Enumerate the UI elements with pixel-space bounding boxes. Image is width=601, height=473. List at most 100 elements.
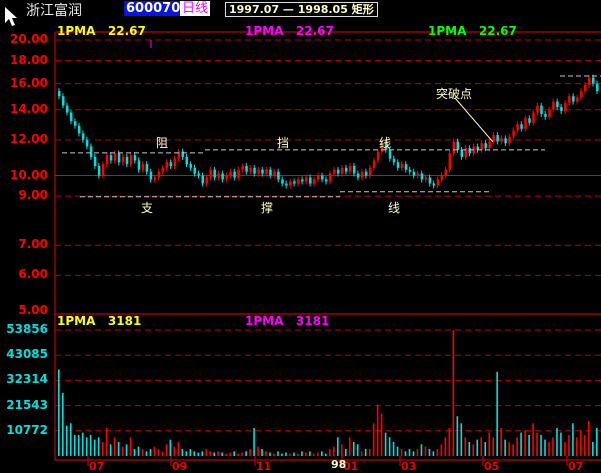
volume-bar — [388, 437, 391, 456]
volume-bar — [117, 441, 120, 456]
volume-bar — [169, 439, 172, 456]
volume-bar — [289, 453, 291, 456]
candle-body — [380, 143, 384, 152]
volume-bar — [568, 434, 570, 456]
candle-body — [368, 167, 372, 176]
candle-body — [496, 135, 499, 142]
candle-body — [576, 97, 579, 102]
candle-body — [444, 169, 448, 176]
candle-body — [285, 183, 288, 186]
candle-body — [424, 177, 428, 180]
stock-code[interactable]: 600070 — [124, 1, 183, 16]
candle-body — [560, 106, 563, 112]
volume-bar — [368, 448, 371, 456]
volume-bar — [197, 452, 200, 456]
candle-body — [372, 160, 376, 168]
volume-bar — [424, 446, 427, 456]
candle-body — [177, 151, 181, 159]
candle-body — [161, 167, 165, 172]
volume-bar — [540, 434, 542, 456]
volume-bar — [496, 371, 498, 456]
volume-bar — [364, 448, 367, 456]
candle-body — [376, 151, 380, 161]
volume-bar — [524, 430, 526, 456]
candle-body — [317, 175, 320, 180]
volume-bar — [416, 448, 419, 456]
volume-bar — [137, 446, 140, 456]
candle-body — [344, 167, 348, 172]
volume-bar — [472, 444, 475, 456]
volume-bar — [157, 448, 160, 456]
volume-bar — [189, 448, 192, 456]
volume-bar — [249, 448, 251, 456]
price-tick-label: 18.00 — [10, 52, 48, 67]
candle-body — [241, 165, 244, 170]
volume-bar — [340, 444, 343, 456]
volume-bar — [372, 423, 375, 456]
volume-bar — [73, 434, 76, 456]
volume-bar — [432, 451, 435, 456]
volume-bar — [225, 453, 227, 456]
candle-body — [253, 167, 256, 174]
candle-body — [58, 91, 61, 97]
volume-bar — [165, 444, 168, 456]
volume-bar — [317, 452, 319, 456]
candle-body — [65, 105, 69, 113]
volume-bar — [492, 437, 494, 456]
volume-bar — [129, 437, 132, 456]
candle-body — [141, 164, 145, 170]
volume-bar — [428, 448, 431, 456]
volume-bar — [444, 437, 447, 456]
volume-bar — [97, 437, 100, 456]
candle-body — [392, 158, 396, 163]
candle-body — [129, 155, 133, 165]
candle-body — [340, 167, 344, 174]
volume-bar — [592, 441, 594, 456]
annotation-support-1: 支 — [141, 201, 154, 215]
volume-bar — [81, 432, 84, 456]
candle-body — [309, 177, 312, 184]
candle-body — [73, 121, 77, 126]
volume-bar — [101, 441, 104, 456]
candle-body — [137, 160, 141, 170]
volume-bar — [61, 392, 64, 456]
candlestick-series — [58, 74, 599, 189]
candle-body — [217, 173, 220, 178]
candle-body — [301, 179, 304, 182]
candle-body — [145, 164, 149, 172]
volume-bar — [69, 423, 72, 456]
volume-bar — [580, 430, 582, 456]
volume-bar — [321, 451, 323, 456]
candle-body — [456, 141, 460, 150]
volume-tick-label: 10772 — [6, 422, 48, 437]
candle-body — [524, 118, 527, 129]
candle-body — [125, 156, 129, 165]
candle-body — [117, 153, 121, 163]
candle-body — [121, 156, 125, 163]
volume-bar — [356, 444, 359, 456]
candle-body — [261, 169, 264, 174]
volume-bar — [105, 427, 108, 456]
volume-bar — [205, 448, 208, 456]
candle-body — [77, 125, 81, 134]
volume-bar — [360, 451, 363, 456]
volume-bar — [257, 446, 259, 456]
price-tick-label: 12.00 — [10, 131, 48, 146]
pattern-range-label: 1997.07 — 1998.05 矩形 — [225, 2, 378, 17]
volume-bar — [596, 427, 598, 456]
candle-body — [468, 148, 471, 154]
candle-body — [157, 171, 161, 178]
volume-bar — [89, 434, 92, 456]
candle-body — [584, 84, 587, 92]
period-selector[interactable]: 日线 — [180, 1, 211, 16]
candle-body — [81, 133, 85, 140]
volume-bar — [504, 439, 506, 456]
candle-body — [348, 165, 352, 172]
candle-body — [516, 124, 519, 131]
candle-body — [213, 169, 216, 178]
candle-body — [221, 173, 224, 180]
candle-body — [237, 169, 240, 178]
x-tick-label: 07 — [568, 460, 584, 473]
candle-body — [464, 148, 467, 157]
volume-bar — [209, 451, 212, 456]
